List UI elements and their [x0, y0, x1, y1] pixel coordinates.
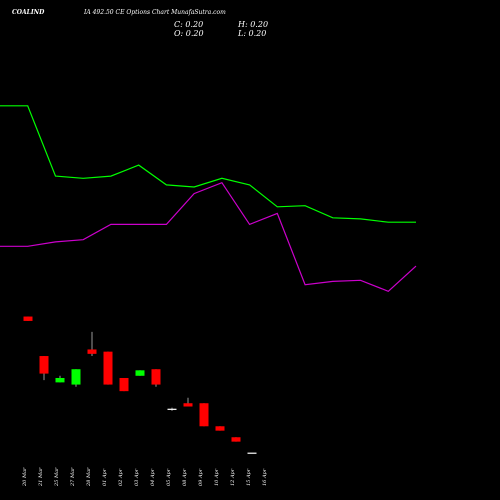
- candle: [119, 377, 129, 392]
- candle-body: [87, 349, 97, 354]
- x-tick-label: 27 Mar: [70, 467, 76, 486]
- candle: [215, 426, 225, 431]
- candle-body: [215, 426, 225, 431]
- candle-body: [23, 316, 33, 321]
- close-value: C: 0.20: [174, 20, 204, 29]
- candle-body: [247, 452, 257, 454]
- candle-body: [135, 370, 145, 376]
- candle: [167, 407, 177, 411]
- x-tick-label: 21 Mar: [38, 467, 44, 486]
- candle-body: [119, 377, 129, 392]
- candle: [135, 370, 145, 376]
- candle-body: [167, 408, 177, 410]
- x-tick-label: 15 Apr: [246, 468, 252, 486]
- x-tick-label: 25 Mar: [54, 467, 60, 486]
- x-tick-label: 10 Apr: [214, 468, 220, 486]
- ma-short-line: [0, 105, 416, 223]
- x-tick-label: 02 Apr: [118, 468, 124, 486]
- candle-body: [151, 369, 161, 385]
- candle: [55, 375, 65, 383]
- candle: [71, 369, 81, 387]
- candle-body: [71, 369, 81, 385]
- x-tick-label: 08 Apr: [182, 468, 188, 486]
- chart-symbol: COALIND: [12, 9, 45, 16]
- candle-body: [183, 403, 193, 407]
- candles-layer: [23, 316, 257, 454]
- candle: [87, 331, 97, 357]
- candle-body: [39, 356, 49, 374]
- candle-body: [199, 403, 209, 427]
- candle: [247, 452, 257, 454]
- candle: [39, 356, 49, 381]
- x-tick-label: 20 Mar: [22, 467, 28, 486]
- chart-subtitle: IA 492.50 CE Options Chart MunafaSutra.c…: [84, 9, 226, 16]
- x-tick-label: 12 Apr: [230, 468, 236, 486]
- moving-average-layer: [0, 105, 417, 292]
- x-tick-label: 28 Mar: [86, 467, 92, 486]
- candle: [151, 369, 161, 387]
- candle: [23, 316, 33, 321]
- ma-long-line: [0, 181, 417, 292]
- candle: [231, 437, 241, 442]
- candle-body: [231, 437, 241, 442]
- low-value: L: 0.20: [238, 29, 267, 38]
- high-value: H: 0.20: [238, 20, 269, 29]
- x-tick-label: 01 Apr: [102, 468, 108, 486]
- x-tick-label: 03 Apr: [134, 468, 140, 486]
- x-tick-label: 05 Apr: [166, 468, 172, 486]
- candle: [103, 351, 113, 385]
- x-tick-label: 09 Apr: [198, 468, 204, 486]
- candle: [199, 403, 209, 427]
- candle: [183, 397, 193, 407]
- x-tick-label: 04 Apr: [150, 468, 156, 486]
- open-value: O: 0.20: [174, 29, 204, 38]
- x-tick-label: 16 Apr: [262, 468, 268, 486]
- candle-body: [55, 377, 65, 383]
- candle-body: [103, 351, 113, 385]
